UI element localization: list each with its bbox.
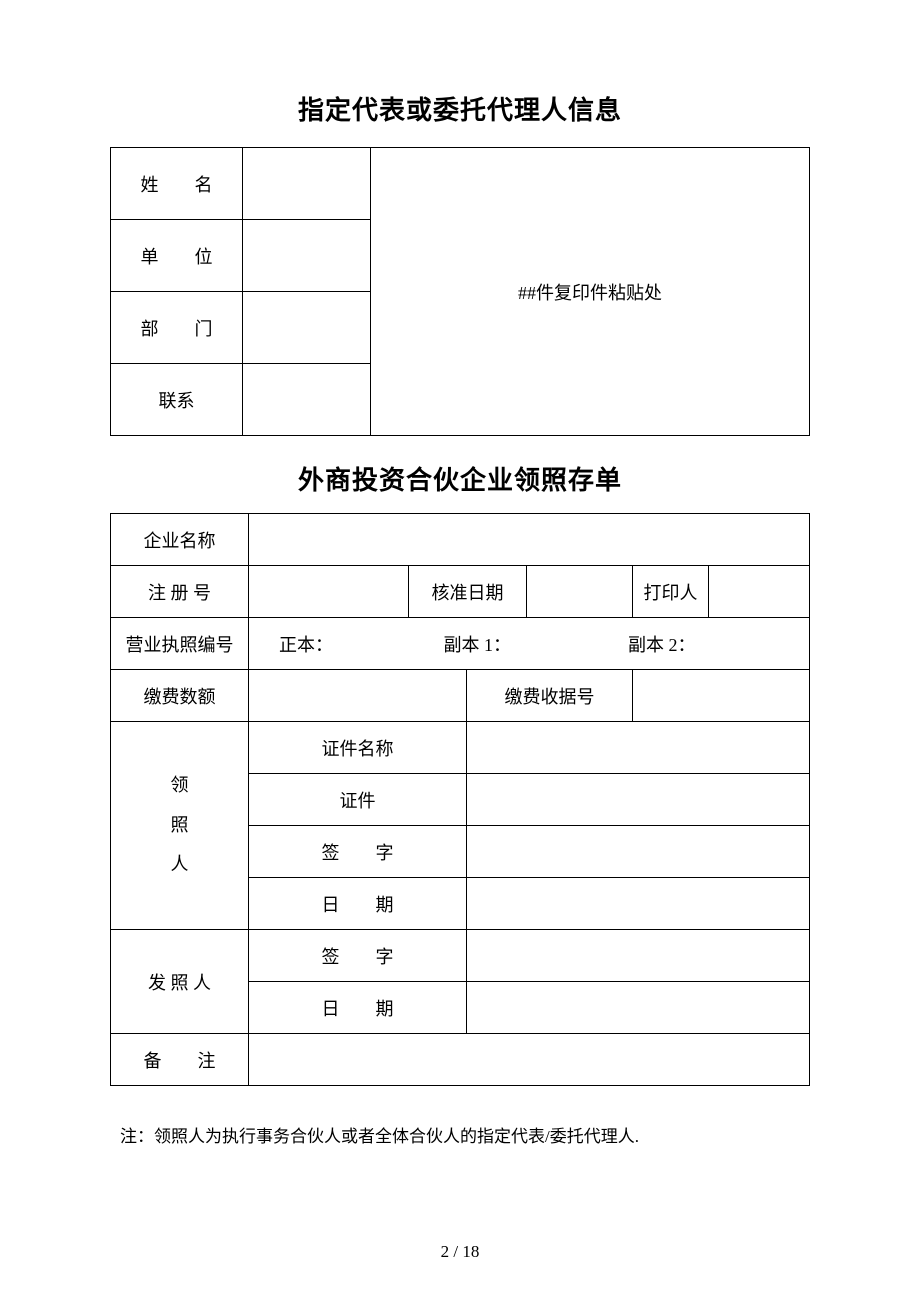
label-contact: 联系	[111, 364, 243, 436]
footnote: 注：领照人为执行事务合伙人或者全体合伙人的指定代表/委托代理人.	[110, 1122, 810, 1147]
label-license-no: 营业执照编号	[111, 618, 249, 670]
value-company-name	[249, 514, 810, 566]
value-cert-name	[467, 722, 810, 774]
value-fee-amount	[249, 670, 467, 722]
label-fee-amount: 缴费数额	[111, 670, 249, 722]
label-recipient-date: 日 期	[249, 878, 467, 930]
value-issuer-signature	[467, 930, 810, 982]
value-approval-date	[527, 566, 633, 618]
label-reg-no: 注 册 号	[111, 566, 249, 618]
label-printer: 打印人	[633, 566, 709, 618]
value-recipient-signature	[467, 826, 810, 878]
label-cert-name: 证件名称	[249, 722, 467, 774]
value-issuer-date	[467, 982, 810, 1034]
recipient-char-2: 照	[111, 806, 248, 846]
label-cert: 证件	[249, 774, 467, 826]
value-printer	[709, 566, 810, 618]
label-company-name: 企业名称	[111, 514, 249, 566]
value-recipient-date	[467, 878, 810, 930]
label-name: 姓 名	[111, 148, 243, 220]
value-name	[243, 148, 371, 220]
label-issuer-date: 日 期	[249, 982, 467, 1034]
value-remarks	[249, 1034, 810, 1086]
value-cert	[467, 774, 810, 826]
label-recipient: 领 照 人	[111, 722, 249, 930]
photocopy-paste-area: ##件复印件粘贴处	[371, 148, 810, 436]
label-approval-date: 核准日期	[409, 566, 527, 618]
label-fee-receipt: 缴费收据号	[467, 670, 633, 722]
license-copy1: 副本 1：	[444, 631, 624, 657]
value-license-no: 正本： 副本 1： 副本 2：	[249, 618, 810, 670]
recipient-char-3: 人	[111, 845, 248, 885]
section2-title: 外商投资合伙企业领照存单	[110, 460, 810, 497]
page-number: 2 / 18	[0, 1242, 920, 1262]
agent-info-table: 姓 名 ##件复印件粘贴处 单 位 部 门 联系	[110, 147, 810, 436]
value-fee-receipt	[633, 670, 810, 722]
value-dept	[243, 292, 371, 364]
label-issuer: 发 照 人	[111, 930, 249, 1034]
license-receipt-table: 企业名称 注 册 号 核准日期 打印人 营业执照编号 正本： 副本 1： 副本 …	[110, 513, 810, 1086]
value-unit	[243, 220, 371, 292]
recipient-char-1: 领	[111, 766, 248, 806]
label-dept: 部 门	[111, 292, 243, 364]
section1-title: 指定代表或委托代理人信息	[110, 90, 810, 127]
label-recipient-signature: 签 字	[249, 826, 467, 878]
label-unit: 单 位	[111, 220, 243, 292]
value-reg-no	[249, 566, 409, 618]
license-original: 正本：	[279, 631, 439, 657]
label-issuer-signature: 签 字	[249, 930, 467, 982]
label-remarks: 备 注	[111, 1034, 249, 1086]
license-copy2: 副本 2：	[628, 631, 696, 657]
value-contact	[243, 364, 371, 436]
